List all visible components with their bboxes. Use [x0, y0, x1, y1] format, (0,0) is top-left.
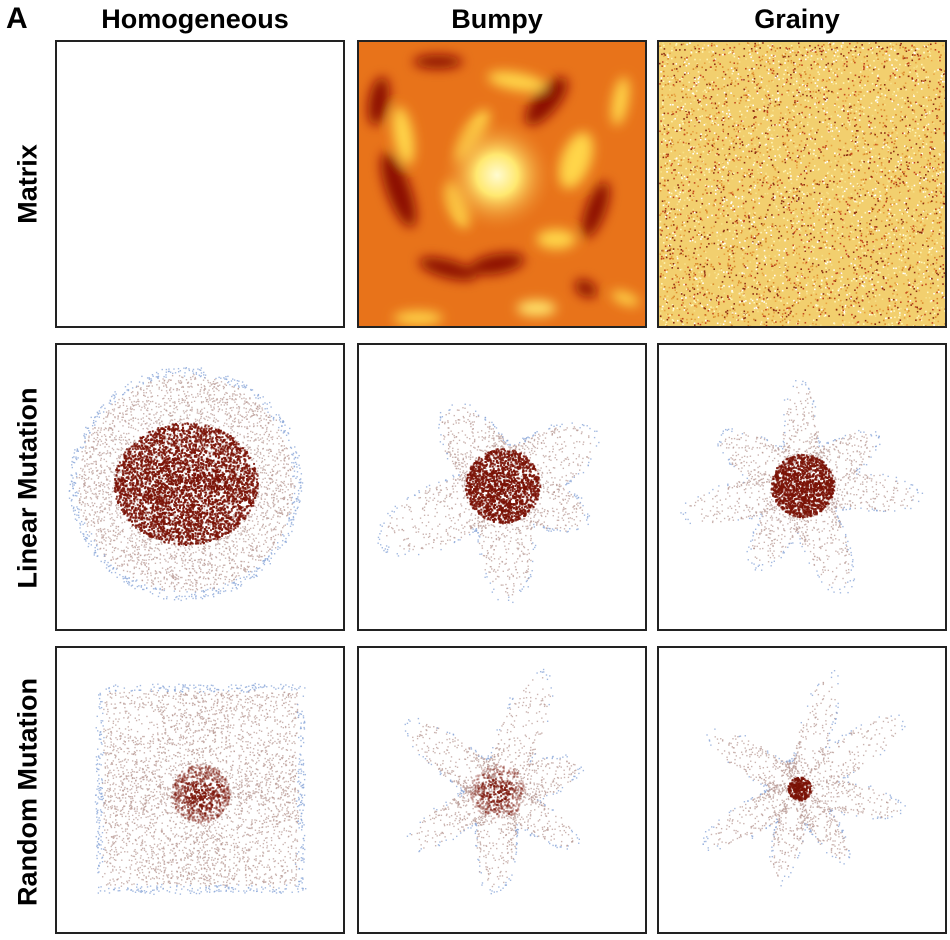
matrix-bumpy-panel: [357, 40, 647, 328]
random-bumpy-colony: [404, 668, 585, 895]
row-label-matrix: Matrix: [13, 144, 44, 224]
linear-homogeneous-colony: [68, 366, 304, 602]
random-grainy-panel: [657, 646, 947, 934]
random-bumpy-panel: [357, 646, 647, 934]
random-homogeneous-panel: [55, 646, 345, 934]
bumpy-matrix-image: [359, 42, 645, 326]
linear-grainy-panel: [657, 343, 947, 631]
column-header-grainy: Grainy: [652, 4, 942, 35]
grainy-matrix-image: [659, 42, 945, 326]
column-header-homogeneous: Homogeneous: [50, 4, 340, 35]
random-homogeneous-colony: [94, 682, 307, 896]
matrix-homogeneous-panel: [55, 40, 345, 328]
matrix-grainy-panel: [657, 40, 947, 328]
linear-bumpy-panel: [357, 343, 647, 631]
column-header-bumpy: Bumpy: [352, 4, 642, 35]
panel-letter: A: [6, 2, 28, 36]
row-label-random-mutation: Random Mutation: [13, 678, 44, 906]
linear-bumpy-colony: [377, 403, 600, 604]
row-label-linear-mutation: Linear Mutation: [13, 388, 44, 589]
linear-grainy-colony: [680, 380, 924, 594]
linear-homogeneous-panel: [55, 343, 345, 631]
random-grainy-colony: [702, 669, 906, 887]
